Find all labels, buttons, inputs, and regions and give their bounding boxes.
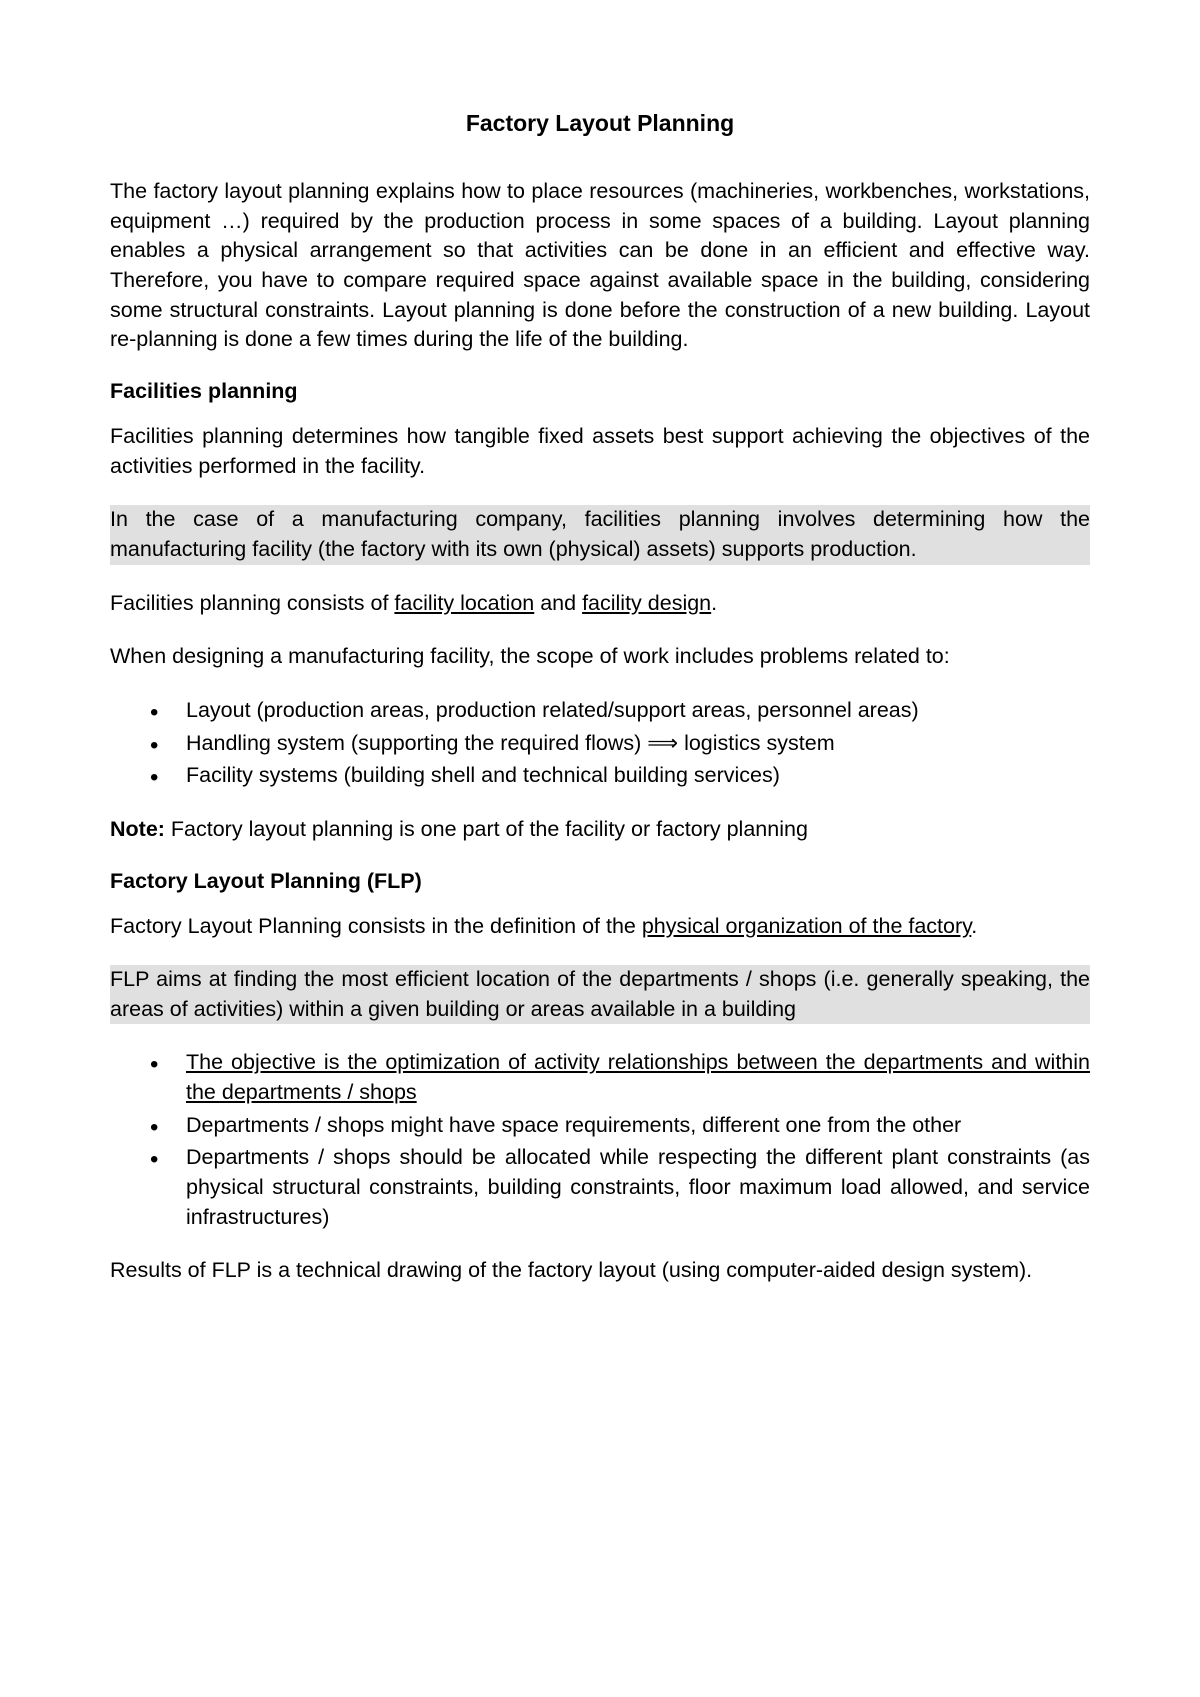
text-fragment: Facilities planning consists of bbox=[110, 591, 394, 615]
underlined-text-facility-location: facility location bbox=[394, 591, 534, 615]
intro-paragraph: The factory layout planning explains how… bbox=[110, 177, 1090, 355]
underlined-text-facility-design: facility design bbox=[582, 591, 711, 615]
text-fragment: Factory Layout Planning consists in the … bbox=[110, 914, 642, 938]
list-item: Facility systems (building shell and tec… bbox=[150, 761, 1090, 791]
text-fragment: and bbox=[534, 591, 582, 615]
note-text: Factory layout planning is one part of t… bbox=[165, 817, 808, 841]
list-item: Layout (production areas, production rel… bbox=[150, 696, 1090, 726]
underlined-list-text: The objective is the optimization of act… bbox=[186, 1050, 1090, 1104]
list-item: Departments / shops might have space req… bbox=[150, 1111, 1090, 1141]
flp-para3: Results of FLP is a technical drawing of… bbox=[110, 1256, 1090, 1286]
list-item: Handling system (supporting the required… bbox=[150, 729, 1090, 759]
facilities-para2-highlighted: In the case of a manufacturing company, … bbox=[110, 505, 1090, 564]
flp-para2-highlighted: FLP aims at finding the most efficient l… bbox=[110, 965, 1090, 1024]
list-item: The objective is the optimization of act… bbox=[150, 1048, 1090, 1107]
text-fragment: . bbox=[971, 914, 977, 938]
document-title: Factory Layout Planning bbox=[110, 110, 1090, 137]
facilities-para4: When designing a manufacturing facility,… bbox=[110, 642, 1090, 672]
facilities-para3: Facilities planning consists of facility… bbox=[110, 589, 1090, 619]
facilities-bullet-list: Layout (production areas, production rel… bbox=[150, 696, 1090, 791]
flp-para1: Factory Layout Planning consists in the … bbox=[110, 912, 1090, 942]
facilities-para1: Facilities planning determines how tangi… bbox=[110, 422, 1090, 481]
section-heading-flp: Factory Layout Planning (FLP) bbox=[110, 869, 1090, 894]
flp-bullet-list: The objective is the optimization of act… bbox=[150, 1048, 1090, 1232]
note-line: Note: Factory layout planning is one par… bbox=[110, 815, 1090, 845]
note-label: Note: bbox=[110, 817, 165, 841]
list-item: Departments / shops should be allocated … bbox=[150, 1143, 1090, 1232]
section-heading-facilities-planning: Facilities planning bbox=[110, 379, 1090, 404]
text-fragment: . bbox=[711, 591, 717, 615]
underlined-text-physical-organization: physical organization of the factory bbox=[642, 914, 971, 938]
